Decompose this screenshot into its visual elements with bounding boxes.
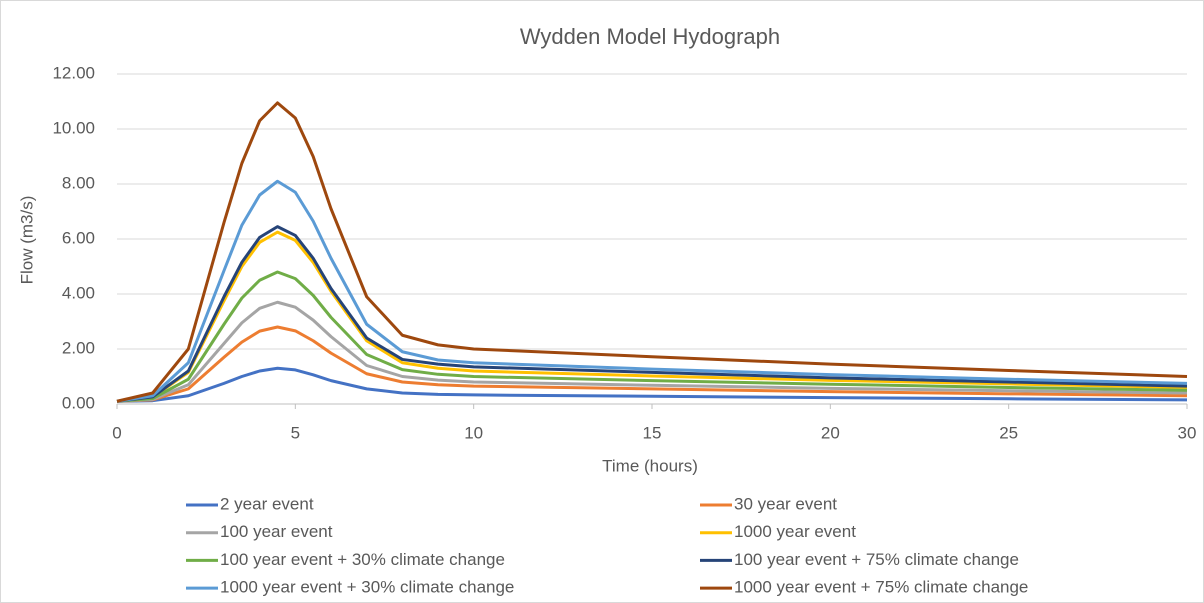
y-tick-label: 0.00	[62, 393, 95, 412]
series-line	[116, 230, 1188, 403]
legend-label: 100 year event + 30% climate change	[220, 550, 505, 569]
y-axis-title: Flow (m3/s)	[17, 196, 36, 285]
x-tick-label: 0	[112, 423, 121, 442]
y-tick-label: 4.00	[62, 283, 95, 302]
y-tick-label: 2.00	[62, 338, 95, 357]
legend-label: 100 year event	[220, 522, 333, 541]
x-axis-title: Time (hours)	[602, 456, 698, 475]
x-tick-label: 5	[291, 423, 300, 442]
series-line	[116, 300, 1188, 403]
y-tick-label: 10.00	[52, 118, 95, 137]
chart-title: Wydden Model Hydograph	[520, 24, 780, 49]
legend-label: 2 year event	[220, 494, 314, 513]
legend-label: 1000 year event + 75% climate change	[734, 578, 1028, 597]
series-line	[116, 325, 1188, 403]
y-tick-label: 8.00	[62, 173, 95, 192]
series-line	[116, 270, 1188, 403]
y-tick-label: 12.00	[52, 63, 95, 82]
legend-label: 1000 year event + 30% climate change	[220, 578, 514, 597]
x-tick-label: 20	[821, 423, 840, 442]
x-tick-label: 25	[999, 423, 1018, 442]
legend-label: 1000 year event	[734, 522, 856, 541]
legend-label: 30 year event	[734, 494, 837, 513]
x-tick-label: 15	[643, 423, 662, 442]
series-line	[116, 101, 1188, 403]
x-tick-label: 30	[1178, 423, 1197, 442]
series-line	[116, 179, 1188, 403]
series-line	[116, 366, 1188, 403]
legend-label: 100 year event + 75% climate change	[734, 550, 1019, 569]
series-line	[116, 225, 1188, 403]
x-tick-label: 10	[464, 423, 483, 442]
y-tick-label: 6.00	[62, 228, 95, 247]
